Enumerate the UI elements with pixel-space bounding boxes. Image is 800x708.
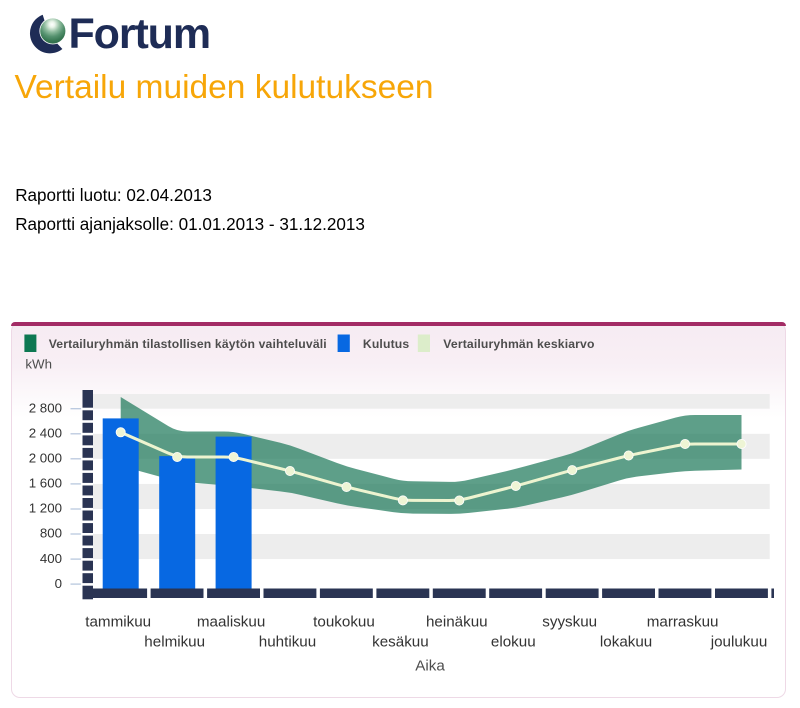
svg-text:maaliskuu: maaliskuu: [197, 614, 265, 631]
svg-text:syyskuu: syyskuu: [542, 614, 597, 631]
svg-text:huhtikuu: huhtikuu: [259, 634, 316, 651]
svg-text:400: 400: [40, 551, 62, 566]
svg-text:marraskuu: marraskuu: [647, 614, 719, 631]
svg-text:toukokuu: toukokuu: [313, 614, 375, 631]
svg-text:elokuu: elokuu: [491, 634, 536, 651]
svg-text:Kulutus: Kulutus: [363, 337, 409, 351]
svg-text:2 400: 2 400: [29, 426, 62, 441]
svg-text:lokakuu: lokakuu: [600, 634, 652, 651]
svg-text:kWh: kWh: [25, 357, 52, 372]
svg-text:helmikuu: helmikuu: [144, 634, 205, 651]
svg-text:kesäkuu: kesäkuu: [372, 634, 429, 651]
svg-text:1 600: 1 600: [29, 476, 62, 491]
svg-text:0: 0: [55, 576, 62, 591]
svg-text:tammikuu: tammikuu: [85, 614, 151, 631]
svg-text:heinäkuu: heinäkuu: [426, 614, 488, 631]
svg-text:2 000: 2 000: [29, 451, 62, 466]
svg-text:2 800: 2 800: [29, 400, 62, 415]
svg-text:Vertailuryhmän keskiarvo: Vertailuryhmän keskiarvo: [443, 337, 594, 351]
svg-text:Vertailuryhmän tilastollisen k: Vertailuryhmän tilastollisen käytön vaih…: [49, 337, 327, 351]
svg-text:joulukuu: joulukuu: [710, 634, 768, 651]
svg-text:Aika: Aika: [415, 658, 445, 675]
svg-text:800: 800: [40, 526, 62, 541]
svg-text:1 200: 1 200: [29, 501, 62, 516]
